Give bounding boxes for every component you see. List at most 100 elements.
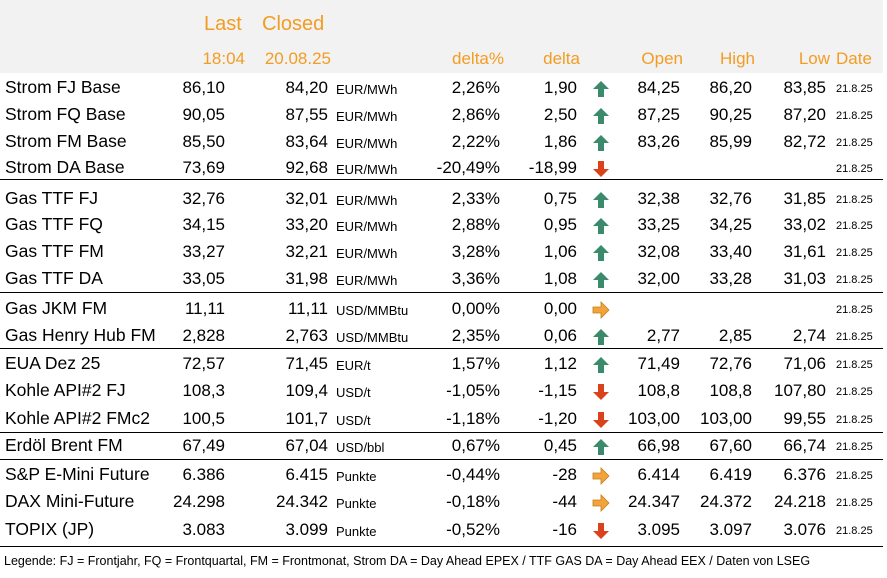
high-value: 34,25 [709, 215, 752, 234]
legend-text: Legende: FJ = Frontjahr, FQ = Frontquart… [4, 554, 811, 568]
unit-label: EUR/MWh [336, 219, 398, 234]
closed-value: 24.342 [276, 492, 328, 511]
delta-value: 2,50 [543, 105, 577, 124]
arrow-right-icon [592, 494, 610, 512]
delta-pct-value: 2,33% [451, 189, 500, 208]
low-header: Low [798, 49, 830, 68]
low-value: 107,80 [774, 381, 826, 400]
delta-pct-value: 2,22% [451, 132, 500, 151]
low-value: 6.376 [783, 465, 826, 484]
group-separator [0, 292, 883, 293]
date-value: 21.8.25 [836, 331, 873, 343]
high-value: 108,8 [709, 381, 752, 400]
unit-label: Punkte [336, 469, 377, 484]
last-value: 86,10 [182, 78, 225, 97]
unit-label: EUR/MWh [336, 136, 398, 151]
group-separator [0, 179, 883, 180]
unit-label: EUR/MWh [336, 246, 398, 261]
unit-label: Punkte [336, 524, 377, 539]
high-value: 24.372 [700, 492, 752, 511]
delta-header: delta [543, 49, 580, 68]
table-row: S&P E-Mini Future 6.386 6.415 Punkte -0,44% -… [0, 462, 883, 488]
closed-header: Closed [262, 13, 325, 35]
high-value: 3.097 [709, 520, 752, 539]
unit-label: USD/t [336, 385, 371, 400]
instrument-name: Gas TTF DA [5, 268, 103, 288]
table-row: DAX Mini-Future 24.298 24.342 Punkte -0,18% -… [0, 489, 883, 515]
open-value: 2,77 [646, 326, 680, 345]
group-separator [0, 459, 883, 460]
closed-value: 32,21 [285, 242, 328, 261]
unit-label: USD/MMBtu [336, 303, 409, 318]
table-row: Strom FQ Base 90,05 87,55 EUR/MWh 2,86% 2,50 8… [0, 102, 883, 128]
delta-value: 1,90 [543, 78, 577, 97]
arrow-up-icon [592, 80, 610, 98]
low-value: 87,20 [783, 105, 826, 124]
low-value: 33,02 [783, 215, 826, 234]
arrow-down-icon [592, 522, 610, 540]
high-value: 85,99 [709, 132, 752, 151]
table-row: Gas Henry Hub FM 2,828 2,763 USD/MMBtu 2,35%… [0, 323, 883, 349]
delta-pct-value: -1,18% [446, 409, 500, 428]
low-value: 2,74 [792, 326, 826, 345]
delta-pct-value: 2,86% [451, 105, 500, 124]
arrow-down-icon [592, 383, 610, 401]
delta-pct-value: -0,18% [446, 492, 500, 511]
closed-value: 32,01 [285, 189, 328, 208]
table-row: TOPIX (JP) 3.083 3.099 Punkte -0,52% -16 3.095… [0, 517, 883, 543]
open-value: 32,38 [637, 189, 680, 208]
table-row: Gas TTF DA 33,05 31,98 EUR/MWh 3,36% 1,08 32,0… [0, 266, 883, 292]
instrument-name: Strom FJ Base [5, 77, 121, 97]
last-header: Last [204, 13, 242, 35]
date-value: 21.8.25 [836, 83, 873, 95]
delta-pct-value: 3,36% [451, 269, 500, 288]
delta-value: 1,86 [543, 132, 577, 151]
high-value: 2,85 [718, 326, 752, 345]
unit-label: EUR/MWh [336, 82, 398, 97]
table-row: Gas TTF FQ 34,15 33,20 EUR/MWh 2,88% 0,95 33,2… [0, 212, 883, 238]
instrument-name: EUA Dez 25 [5, 353, 101, 373]
delta-pct-value: -20,49% [436, 158, 500, 177]
date-value: 21.8.25 [836, 247, 873, 259]
open-value: 87,25 [637, 105, 680, 124]
table-row: Gas TTF FJ 32,76 32,01 EUR/MWh 2,33% 0,75 32,3… [0, 186, 883, 212]
date-value: 21.8.25 [836, 441, 873, 453]
arrow-up-icon [592, 271, 610, 289]
closed-value: 6.415 [285, 465, 328, 484]
closed-value: 11,11 [287, 299, 328, 318]
low-value: 71,06 [783, 354, 826, 373]
open-value: 83,26 [637, 132, 680, 151]
last-value: 33,27 [182, 242, 225, 261]
date-value: 21.8.25 [836, 220, 873, 232]
date-value: 21.8.25 [836, 470, 873, 482]
unit-label: EUR/MWh [336, 193, 398, 208]
date-value: 21.8.25 [836, 304, 873, 316]
unit-label: EUR/t [336, 358, 371, 373]
open-value: 84,25 [637, 78, 680, 97]
instrument-name: Gas Henry Hub FM [5, 325, 156, 345]
closed-value: 31,98 [285, 269, 328, 288]
table-row: Kohle API#2 FMc2 100,5 101,7 USD/t -1,18% -1,… [0, 406, 883, 432]
delta-pct-value: -1,05% [446, 381, 500, 400]
delta-value: -28 [552, 465, 577, 484]
delta-pct-value: 0,00% [451, 299, 500, 318]
instrument-name: Strom DA Base [5, 157, 125, 177]
last-value: 108,3 [182, 381, 225, 400]
low-value: 31,03 [783, 269, 826, 288]
high-value: 90,25 [709, 105, 752, 124]
closed-value: 101,7 [285, 409, 328, 428]
table-row: Strom FJ Base 86,10 84,20 EUR/MWh 2,26% 1,90 8… [0, 75, 883, 101]
arrow-up-icon [592, 356, 610, 374]
arrow-up-icon [592, 438, 610, 456]
closed-value: 2,763 [285, 326, 328, 345]
high-value: 86,20 [709, 78, 752, 97]
last-value: 32,76 [182, 189, 225, 208]
arrow-right-icon [592, 467, 610, 485]
last-value: 3.083 [182, 520, 225, 539]
table-row: Erdöl Brent FM 67,49 67,04 USD/bbl 0,67% 0,45… [0, 433, 883, 459]
open-value: 6.414 [637, 465, 680, 484]
closed-value: 109,4 [285, 381, 328, 400]
instrument-name: TOPIX (JP) [5, 519, 95, 539]
last-value: 33,05 [182, 269, 225, 288]
delta-value: -44 [552, 492, 577, 511]
